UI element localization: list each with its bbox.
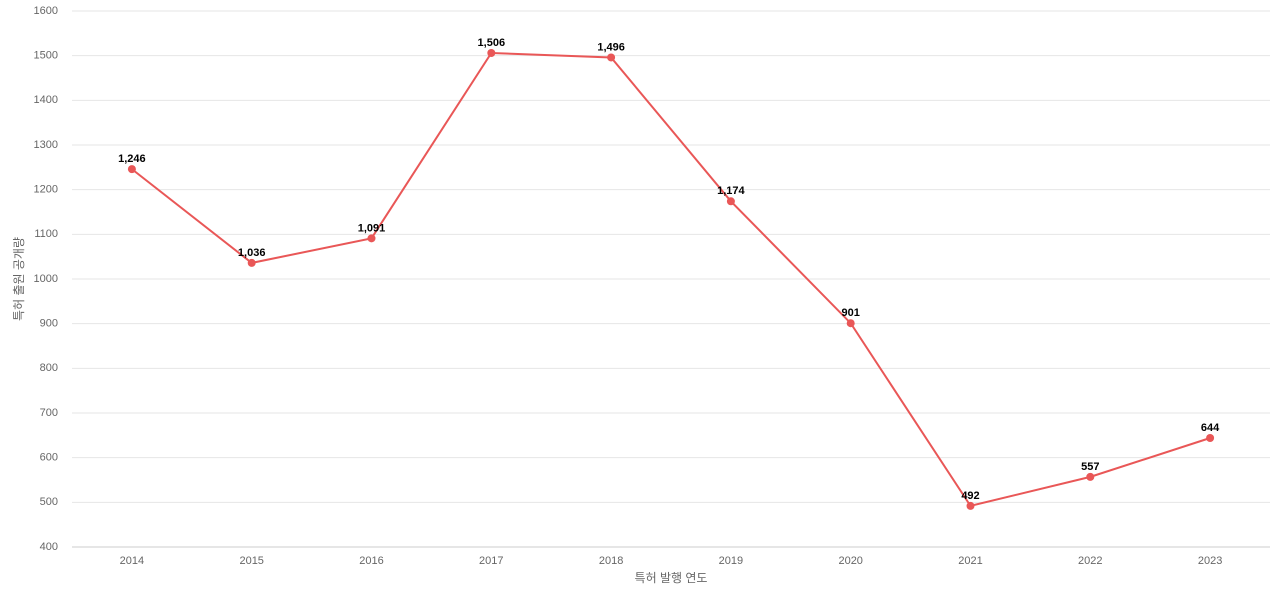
y-tick-label: 1600 bbox=[34, 5, 58, 17]
value-label: 1,246 bbox=[118, 153, 146, 165]
point bbox=[487, 48, 496, 57]
x-tick-label: 2015 bbox=[239, 555, 263, 567]
value-label: 492 bbox=[961, 490, 979, 502]
value-label: 1,036 bbox=[238, 247, 266, 259]
y-tick-label: 600 bbox=[40, 452, 58, 464]
y-tick-label: 1100 bbox=[34, 228, 58, 240]
x-tick-label: 2018 bbox=[599, 555, 623, 567]
point bbox=[127, 165, 136, 174]
value-label: 1,496 bbox=[597, 41, 625, 53]
value-label: 901 bbox=[842, 307, 860, 319]
y-axis-title: 특허 출원 공개량 bbox=[12, 237, 26, 321]
y-tick-label: 1000 bbox=[34, 273, 58, 285]
line bbox=[131, 51, 1211, 508]
x-tick-label: 2020 bbox=[838, 555, 862, 567]
point bbox=[247, 258, 256, 267]
point bbox=[367, 234, 376, 243]
value-label: 557 bbox=[1081, 461, 1099, 473]
y-tick-label: 700 bbox=[40, 407, 58, 419]
value-label: 1,091 bbox=[358, 222, 386, 234]
x-tick-label: 2017 bbox=[479, 555, 503, 567]
x-tick-label: 2019 bbox=[719, 555, 743, 567]
point bbox=[966, 501, 975, 510]
y-tick-label: 400 bbox=[40, 541, 58, 553]
y-tick-label: 800 bbox=[40, 362, 58, 374]
value-label: 1,174 bbox=[717, 185, 745, 197]
x-tick-label: 2021 bbox=[958, 555, 982, 567]
y-tick-label: 500 bbox=[40, 496, 58, 508]
point bbox=[1206, 434, 1215, 443]
point bbox=[726, 197, 735, 206]
value-label: 644 bbox=[1201, 422, 1220, 434]
x-tick-label: 2014 bbox=[120, 555, 144, 567]
point bbox=[607, 53, 616, 62]
x-tick-label: 2016 bbox=[359, 555, 383, 567]
y-tick-label: 1500 bbox=[34, 50, 58, 62]
y-tick-label: 1300 bbox=[34, 139, 58, 151]
x-axis-title: 특허 발행 연도 bbox=[635, 570, 708, 585]
point bbox=[846, 319, 855, 328]
value-label: 1,506 bbox=[478, 37, 506, 49]
y-tick-label: 1400 bbox=[34, 94, 58, 106]
y-tick-label: 900 bbox=[40, 318, 58, 330]
x-tick-label: 2023 bbox=[1198, 555, 1222, 567]
x-tick-label: 2022 bbox=[1078, 555, 1102, 567]
point bbox=[1086, 472, 1095, 481]
y-tick-label: 1200 bbox=[34, 184, 58, 196]
